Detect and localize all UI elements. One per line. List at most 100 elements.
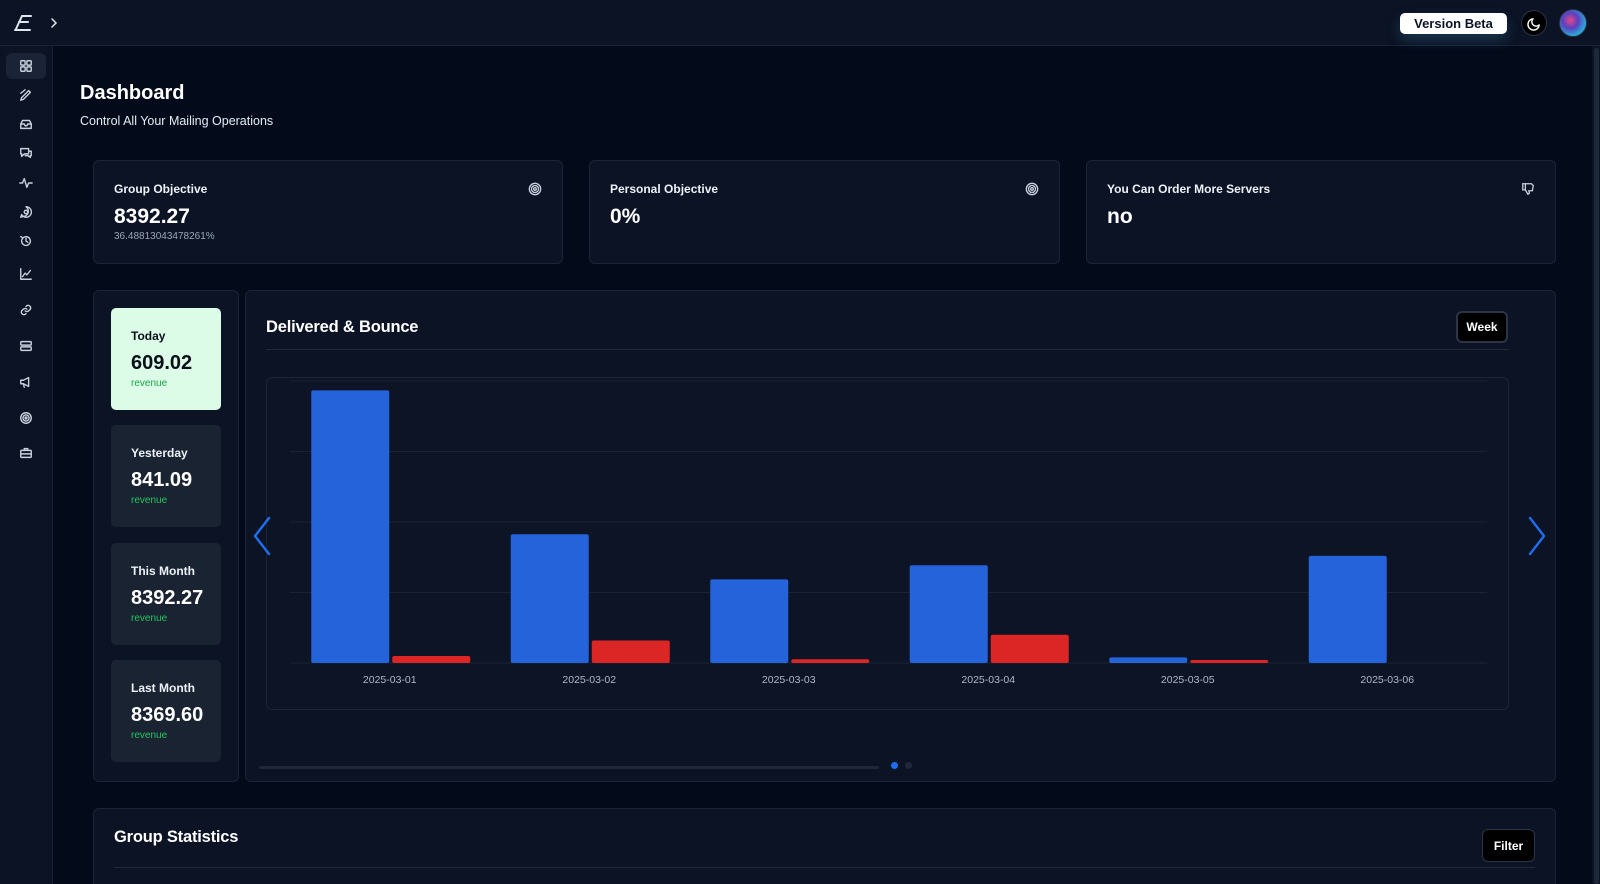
megaphone-icon (20, 376, 30, 388)
stat-label: Group Objective (114, 182, 208, 196)
sidebar-item-activity[interactable] (6, 170, 46, 196)
pencil-send-icon (20, 89, 32, 101)
chart-bar-delivered (1308, 555, 1387, 663)
chart-next-button[interactable] (1525, 515, 1549, 557)
stat-card-group-objective: Group Objective 8392.27 36.4881304347826… (93, 160, 563, 264)
inbox-tray-icon (20, 119, 32, 130)
chart-bar-bounce (791, 659, 870, 663)
revenue-card-today: Today 609.02 revenue (111, 308, 221, 410)
divider (266, 349, 1509, 350)
chat-bubbles-icon (20, 147, 32, 159)
revenue-value: 8369.60 (131, 704, 204, 726)
stat-label: Personal Objective (610, 182, 719, 196)
chart-bar-delivered (1109, 657, 1188, 663)
activity-pulse-icon (19, 177, 33, 189)
link-icon (20, 304, 32, 316)
revenue-card-this-month: This Month 8392.27 revenue (111, 543, 221, 645)
theme-toggle-button[interactable] (1521, 10, 1547, 36)
delivered-bounce-chart: 2025-03-01 2025-03-02 2025-03-03 2025-03-04… (290, 380, 1487, 686)
sidebar-item-links[interactable] (6, 297, 46, 323)
x-tick-label: 2025-03-05 (1161, 674, 1215, 686)
briefcase-icon (20, 447, 32, 459)
filter-button[interactable]: Filter (1482, 829, 1535, 862)
sidebar-item-inbox[interactable] (6, 111, 46, 137)
chart-bar-delivered (510, 534, 589, 663)
revenue-label: Today (131, 329, 166, 343)
stat-card-personal-objective: Personal Objective 0% (589, 160, 1060, 264)
revenue-card-yesterday: Yesterday 841.09 revenue (111, 425, 221, 527)
sidebar-item-messages[interactable] (6, 140, 46, 166)
stat-value: 8392.27 (114, 205, 190, 228)
chart-bar-bounce (990, 634, 1069, 663)
stat-percentage: 36.48813043478261% (114, 231, 215, 242)
stat-card-order-servers: You Can Order More Servers no (1086, 160, 1556, 264)
chart-prev-button[interactable] (250, 515, 274, 557)
chart-horizontal-scrollbar[interactable] (259, 766, 879, 769)
server-stack-icon (20, 340, 32, 352)
sidebar-item-dashboard[interactable] (6, 53, 46, 79)
chart-frame: 2025-03-01 2025-03-02 2025-03-03 2025-03-04… (266, 377, 1509, 710)
history-icon (20, 235, 32, 247)
stat-label: You Can Order More Servers (1107, 182, 1271, 196)
chart-bar-bounce (1190, 660, 1269, 663)
message-search-icon (20, 206, 33, 218)
chart-bar-bounce (591, 640, 670, 663)
chart-bar-bounce (392, 655, 471, 663)
chart-title: Delivered & Bounce (266, 318, 419, 336)
chevron-right-icon (51, 18, 58, 28)
dashboard-grid-icon (20, 60, 32, 72)
x-tick-label: 2025-03-01 (363, 674, 417, 686)
chart-bar-delivered (710, 579, 789, 663)
revenue-label: Last Month (131, 681, 195, 695)
revenue-value: 609.02 (131, 352, 193, 374)
stat-value: 0% (610, 205, 641, 228)
chevron-right-icon (1528, 516, 1546, 556)
revenue-value: 841.09 (131, 469, 193, 491)
chart-bar-delivered (909, 565, 988, 663)
x-tick-label: 2025-03-06 (1360, 674, 1414, 686)
group-statistics-title: Group Statistics (114, 828, 239, 846)
target-icon (20, 412, 32, 424)
page-title: Dashboard (80, 82, 185, 104)
version-beta-button[interactable]: Version Beta (1400, 13, 1507, 34)
revenue-caption: revenue (131, 378, 168, 389)
sidebar-item-history[interactable] (6, 228, 46, 254)
user-avatar[interactable] (1559, 9, 1587, 37)
sidebar-item-compose[interactable] (6, 82, 46, 108)
sidebar-item-search-messages[interactable] (6, 199, 46, 225)
sidebar-item-analytics[interactable] (6, 261, 46, 287)
target-icon (528, 182, 542, 196)
moon-icon (1526, 17, 1540, 31)
delivered-bounce-panel: Delivered & Bounce Week 2025-03-01 2025-0… (245, 290, 1556, 782)
x-tick-label: 2025-03-03 (762, 674, 816, 686)
group-statistics-panel: Group Statistics Filter (93, 808, 1556, 884)
page-scrollbar-thumb[interactable] (1594, 48, 1599, 884)
chart-bar-delivered (311, 390, 390, 663)
sidebar (0, 46, 53, 884)
carousel-dot-2[interactable] (905, 762, 912, 769)
stat-value: no (1107, 205, 1133, 228)
target-icon (1025, 182, 1039, 196)
divider (114, 867, 1535, 868)
line-chart-icon (20, 268, 32, 280)
revenue-caption: revenue (131, 613, 168, 624)
revenue-caption: revenue (131, 495, 168, 506)
carousel-dot-1[interactable] (891, 762, 898, 769)
revenue-caption: revenue (131, 730, 168, 741)
sidebar-item-business[interactable] (6, 440, 46, 466)
sidebar-item-campaigns[interactable] (6, 369, 46, 395)
x-tick-label: 2025-03-02 (562, 674, 616, 686)
sidebar-item-targets[interactable] (6, 405, 46, 431)
chevron-left-icon (253, 516, 271, 556)
expand-sidebar-button[interactable] (45, 14, 63, 32)
x-tick-label: 2025-03-04 (961, 674, 1015, 686)
sidebar-item-servers[interactable] (6, 333, 46, 359)
thumbs-down-icon (1521, 182, 1535, 196)
revenue-card-last-month: Last Month 8369.60 revenue (111, 660, 221, 762)
top-bar: Version Beta (0, 0, 1600, 46)
revenue-value: 8392.27 (131, 587, 204, 609)
app-logo[interactable] (12, 12, 34, 34)
revenue-panel: Today 609.02 revenue Yesterday 841.09 re… (93, 290, 239, 782)
week-period-button[interactable]: Week (1456, 311, 1508, 343)
page-subtitle: Control All Your Mailing Operations (80, 114, 274, 128)
